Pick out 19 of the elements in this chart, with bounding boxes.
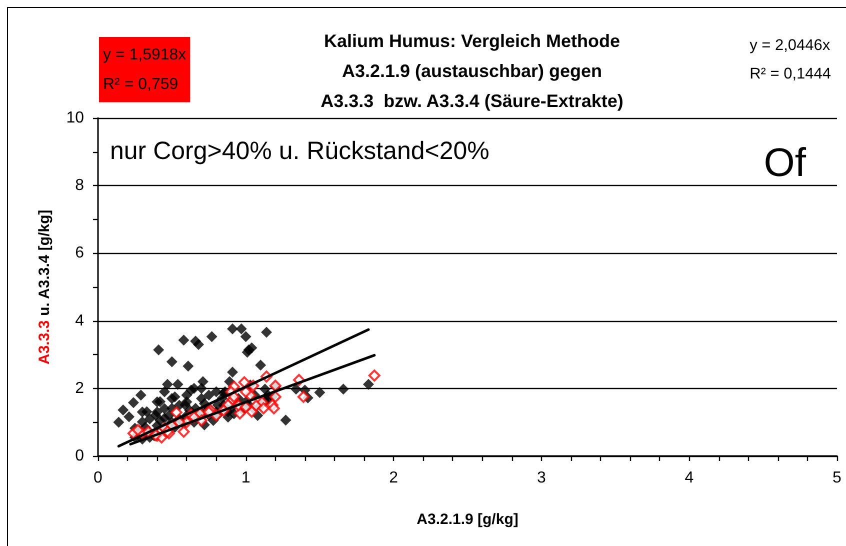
y-tick-label: 10 (66, 110, 84, 126)
y-tick-label: 2 (75, 380, 84, 397)
x-axis-title: A3.2.1.9 [g/kg] (416, 511, 518, 528)
chart-title: Kalium Humus: Vergleich Methode A3.2.1.9 (austauschbar) gegen A3.3.3 bzw. A3.3.4 (Säure-Extrakte) (320, 31, 624, 111)
y-tick-label: 8 (75, 177, 84, 194)
y-axis-title: A3.3.3 u. A3.3.4 [g/kg] (36, 210, 53, 365)
x-tick-label: 3 (536, 470, 546, 486)
x-tick-label: 4 (684, 470, 694, 486)
x-tick-label: 1 (241, 470, 250, 486)
y-tick-label: 4 (75, 312, 84, 330)
x-tick-label: 0 (94, 470, 103, 486)
annotation: nur Corg>40% u. Rückstand<20% (110, 137, 490, 166)
annotation: Of (764, 141, 807, 185)
y-tick-label: 0 (75, 448, 84, 464)
x-tick-label: 5 (832, 470, 842, 486)
y-tick-label: 6 (75, 244, 84, 262)
x-tick-label: 2 (389, 470, 398, 486)
text: y = 1,5918x R² = 0,759 (103, 46, 186, 93)
text: y = 2,0446x R² = 0,1444 (750, 36, 832, 83)
